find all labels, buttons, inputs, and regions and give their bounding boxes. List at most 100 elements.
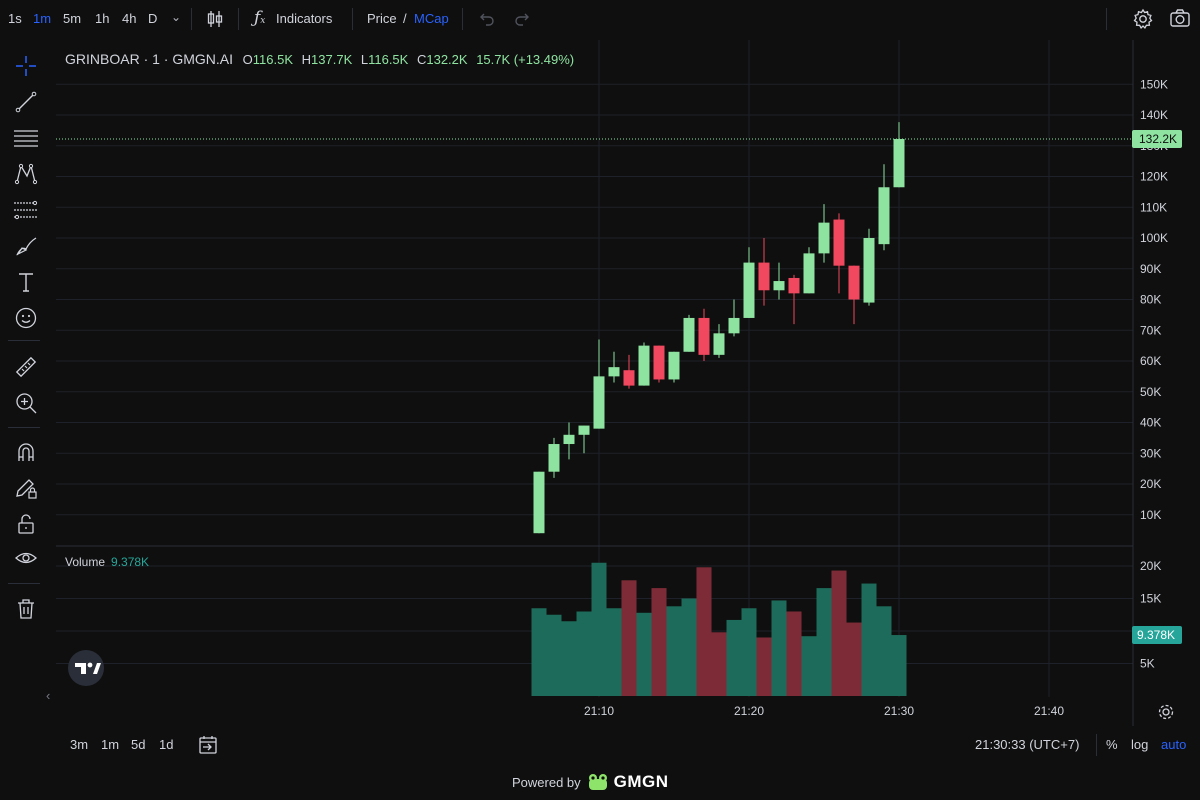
volume-axis[interactable]: 20K15K10K5K9.378K <box>1132 559 1182 671</box>
fib-retracement-icon[interactable] <box>12 196 40 224</box>
divider <box>238 8 239 30</box>
timeframe-1m[interactable]: 1m <box>33 11 52 26</box>
close-value: 132.2K <box>426 52 468 67</box>
volume-bar <box>651 588 667 696</box>
price-tick-label: 110K <box>1140 200 1167 214</box>
price-tick-label: 150K <box>1140 77 1168 91</box>
zoom-in-icon[interactable] <box>12 389 40 417</box>
candle-body <box>608 367 620 377</box>
range-5d[interactable]: 5d <box>131 737 146 752</box>
trash-icon[interactable] <box>12 595 40 623</box>
volume-bar <box>696 567 712 696</box>
candle-body <box>863 238 875 303</box>
candle-body <box>773 281 785 291</box>
candles-icon[interactable] <box>205 9 225 29</box>
auto-toggle[interactable]: auto <box>1161 737 1187 752</box>
volume-bar <box>846 622 862 696</box>
volume-bar <box>711 632 727 696</box>
camera-icon[interactable] <box>1169 8 1191 28</box>
range-1m[interactable]: 1m <box>101 737 120 752</box>
percent-toggle[interactable]: % <box>1106 737 1118 752</box>
price-toggle[interactable]: Price <box>367 11 397 26</box>
price-tick-label: 100K <box>1140 231 1168 245</box>
symbol-title[interactable]: GRINBOAR · 1 · GMGN.AI <box>65 51 234 67</box>
candle-body <box>578 425 590 435</box>
pattern-icon[interactable] <box>12 160 40 188</box>
volume-bar <box>561 621 577 696</box>
timeframe-5m[interactable]: 5m <box>63 11 82 26</box>
eye-icon[interactable] <box>12 544 40 572</box>
volume-bar <box>636 612 652 696</box>
crosshair-icon[interactable] <box>12 52 40 80</box>
volume-bar <box>786 611 802 696</box>
price-tick-label: 80K <box>1140 293 1161 307</box>
trend-line-icon[interactable] <box>12 88 40 116</box>
range-3m[interactable]: 3m <box>70 737 89 752</box>
time-axis[interactable]: 21:10 21:20 21:30 21:40 <box>584 704 1064 718</box>
candle-body <box>893 138 905 188</box>
timeframe-4h[interactable]: 4h <box>122 11 137 26</box>
divider <box>462 8 463 30</box>
pencil-lock-icon[interactable] <box>12 474 40 502</box>
clock-time[interactable]: 21:30:33 (UTC+7) <box>975 737 1080 752</box>
last-volume-badge <box>1132 626 1182 645</box>
volume-bar <box>546 614 562 696</box>
volume-bar <box>681 598 697 696</box>
candle-body <box>668 351 680 380</box>
price-axis[interactable]: 150K140K130K120K110K100K90K80K70K60K50K4… <box>1132 77 1182 522</box>
volume-bar <box>621 580 637 696</box>
divider <box>191 8 192 30</box>
price-tick-label: 50K <box>1140 385 1161 399</box>
range-1d[interactable]: 1d <box>159 737 174 752</box>
log-toggle[interactable]: log <box>1131 737 1149 752</box>
indicators-button[interactable]: Indicators <box>276 11 333 26</box>
gmgn-frog-icon <box>588 774 607 790</box>
price-tick-label: 90K <box>1140 262 1161 276</box>
divider <box>1106 8 1107 30</box>
volume-bar <box>591 562 607 696</box>
volume-tick-label: 20K <box>1140 559 1161 573</box>
brush-icon[interactable] <box>12 232 40 260</box>
timeframe-1s[interactable]: 1s <box>8 11 22 26</box>
horizontal-lines-icon[interactable] <box>12 124 40 152</box>
candle-body <box>848 265 860 300</box>
collapse-toolbar-icon[interactable]: ‹ <box>46 688 51 703</box>
candle-body <box>683 317 695 352</box>
settings-small-icon[interactable] <box>1158 704 1174 720</box>
candle-body <box>788 277 800 294</box>
chevron-down-icon[interactable]: ⌄ <box>171 10 182 24</box>
timeframe-1h[interactable]: 1h <box>95 11 110 26</box>
candle-body <box>653 345 665 380</box>
text-icon[interactable] <box>12 268 40 296</box>
candle-body <box>758 262 770 291</box>
emoji-icon[interactable] <box>12 304 40 332</box>
volume-bar <box>666 606 682 696</box>
volume-bar <box>726 619 742 696</box>
candle-body <box>818 222 830 254</box>
gmgn-brand[interactable]: GMGN <box>613 772 669 791</box>
time-tick-label: 21:30 <box>884 704 914 718</box>
redo-icon[interactable] <box>514 11 532 27</box>
magnet-icon[interactable] <box>12 438 40 466</box>
candlesticks <box>533 122 905 534</box>
gear-icon[interactable] <box>1132 8 1154 30</box>
undo-icon[interactable] <box>477 11 495 27</box>
volume-bar <box>816 588 832 696</box>
candle-body <box>563 434 575 445</box>
lock-icon[interactable] <box>12 510 40 538</box>
open-value: 116.5K <box>252 52 294 67</box>
time-tick-label: 21:40 <box>1034 704 1064 718</box>
volume-label[interactable]: Volume <box>65 555 106 569</box>
mcap-toggle[interactable]: MCap <box>414 11 449 26</box>
ruler-icon[interactable] <box>12 353 40 381</box>
volume-bars <box>531 562 907 696</box>
timeframe-d[interactable]: D <box>148 11 158 26</box>
candle-body <box>593 376 605 429</box>
price-tick-label: 40K <box>1140 416 1161 430</box>
indicators-icon[interactable]: ƒx <box>254 8 266 28</box>
goto-date-icon[interactable] <box>197 734 219 756</box>
top-toolbar: 1s 1m 5m 1h 4h D ⌄ ƒx Indicators Price /… <box>0 0 1200 38</box>
tradingview-logo[interactable] <box>68 650 104 686</box>
high-value: 137.7K <box>311 52 353 67</box>
